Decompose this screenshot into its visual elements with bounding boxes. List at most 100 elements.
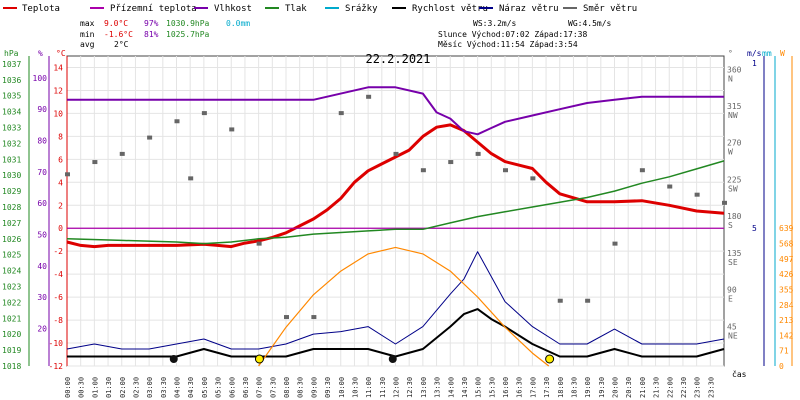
wind-dir-point [639,168,645,173]
time-tick: 22:30 [680,377,688,398]
w-axis: W 639 568 497 426 355 284 213 142 71 0 [779,49,794,371]
w-tick: 639 [779,224,794,233]
time-tick: 15:00 [475,377,483,398]
hpa-tick: 1029 [2,187,21,196]
dir-tick-deg: 315 [727,102,742,111]
dir-tick-name: SE [728,258,738,267]
w-tick: 142 [779,331,794,340]
pct-tick: 30 [37,293,47,302]
hpa-tick: 1033 [2,124,21,133]
time-tick: 09:30 [324,377,332,398]
wind-dir-point [201,111,207,116]
hpa-axis: hPa 1037 1036 1035 1034 1033 1032 1031 1030 1029… [2,49,30,371]
time-label: čas [732,369,747,379]
c-tick: 10 [53,109,63,118]
c-tick: 12 [53,86,63,95]
dir-tick-deg: 135 [727,249,742,258]
ms-ticks: 51 [752,59,757,233]
deg-unit: ° [728,49,733,58]
wind-dir-point [585,298,591,303]
w-tick: 426 [779,270,794,279]
wind-dir-point [147,135,153,140]
dir-tick-name: S [728,221,733,230]
w-tick: 213 [779,316,794,325]
time-tick: 11:30 [379,377,387,398]
stat-wg: WG:4.5m/s [568,19,612,28]
time-tick: 03:30 [160,377,168,398]
time-tick: 22:00 [666,377,674,398]
c-tick: 14 [53,63,63,72]
time-tick: 03:00 [146,377,154,398]
c-tick: -10 [49,339,64,348]
c-tick: -12 [49,362,64,371]
w-tick: 355 [779,285,794,294]
series-layer [65,86,727,367]
time-tick: 12:00 [393,377,401,398]
time-tick: 17:00 [529,377,537,398]
wind-dir-point [612,241,618,246]
c-tick: -2 [53,247,63,256]
c-tick: 2 [58,201,63,210]
time-tick: 10:30 [351,377,359,398]
stat-max-hum: 97% [144,19,159,28]
w-tick: 568 [779,240,794,249]
wind-dir-point [92,160,98,165]
wind-dir-point [420,168,426,173]
time-tick: 09:00 [310,377,318,398]
time-tick: 01:00 [91,377,99,398]
dir-tick-deg: 45 [727,322,737,331]
wind-dir-point [694,192,700,197]
hpa-tick: 1021 [2,314,21,323]
pct-tick: 100 [33,74,48,83]
legend-humidity: Vlhkost [214,4,252,14]
stat-max-rain: 0.0mm [226,19,250,28]
time-tick: 11:00 [365,377,373,398]
time-tick: 02:30 [132,377,140,398]
wind-dir-point [65,172,70,177]
wind-dir-point [557,298,563,303]
c-unit: °C [56,49,66,58]
dir-tick-name: SW [728,184,738,193]
sunset-marker [545,354,555,364]
series-3 [66,160,725,245]
dir-tick-deg: 225 [727,175,742,184]
hpa-tick: 1036 [2,76,21,85]
time-tick: 08:30 [297,377,305,398]
time-tick: 10:00 [338,377,346,398]
wind-dir-point [229,127,235,132]
time-tick: 17:30 [543,377,551,398]
wind-dir-point [188,176,194,181]
hpa-tick: 1027 [2,219,21,228]
wind-dir-point [530,176,536,181]
time-tick: 00:30 [78,377,86,398]
pct-tick: 40 [37,262,47,271]
stat-min-press: 1025.7hPa [166,30,210,39]
time-tick: 15:30 [488,377,496,398]
time-tick: 06:00 [228,377,236,398]
time-tick: 04:00 [174,377,182,398]
stat-max-label: max [80,19,95,28]
time-tick: 06:30 [242,377,250,398]
dir-tick-deg: 270 [727,139,742,148]
stat-min-temp: -1.6°C [104,30,133,39]
wind-dir-point [174,119,180,124]
time-tick: 07:00 [256,377,264,398]
moonset-marker [169,355,178,363]
time-tick: 01:30 [105,377,113,398]
hpa-tick: 1034 [2,108,21,117]
stat-min-label: min [80,30,95,39]
wind-dir-point [722,200,727,205]
c-tick: -8 [53,316,63,325]
w-ticks: 639 568 497 426 355 284 213 142 71 0 [779,224,794,371]
wind-dir-point [475,151,481,156]
markers [169,354,555,364]
grid [66,56,724,367]
chart-date: 22.2.2021 [365,52,430,66]
hpa-unit: hPa [4,49,19,58]
stat-moon: Měsíc Východ:11:54 Západ:3:54 [438,40,578,49]
time-tick: 13:00 [420,377,428,398]
c-ticks: 14 12 10 8 6 4 2 0 -2 -4 -6 -8 -10 -12 [49,63,64,371]
legend-wind-speed: Rychlost větru [412,4,488,14]
hpa-tick: 1025 [2,251,21,260]
